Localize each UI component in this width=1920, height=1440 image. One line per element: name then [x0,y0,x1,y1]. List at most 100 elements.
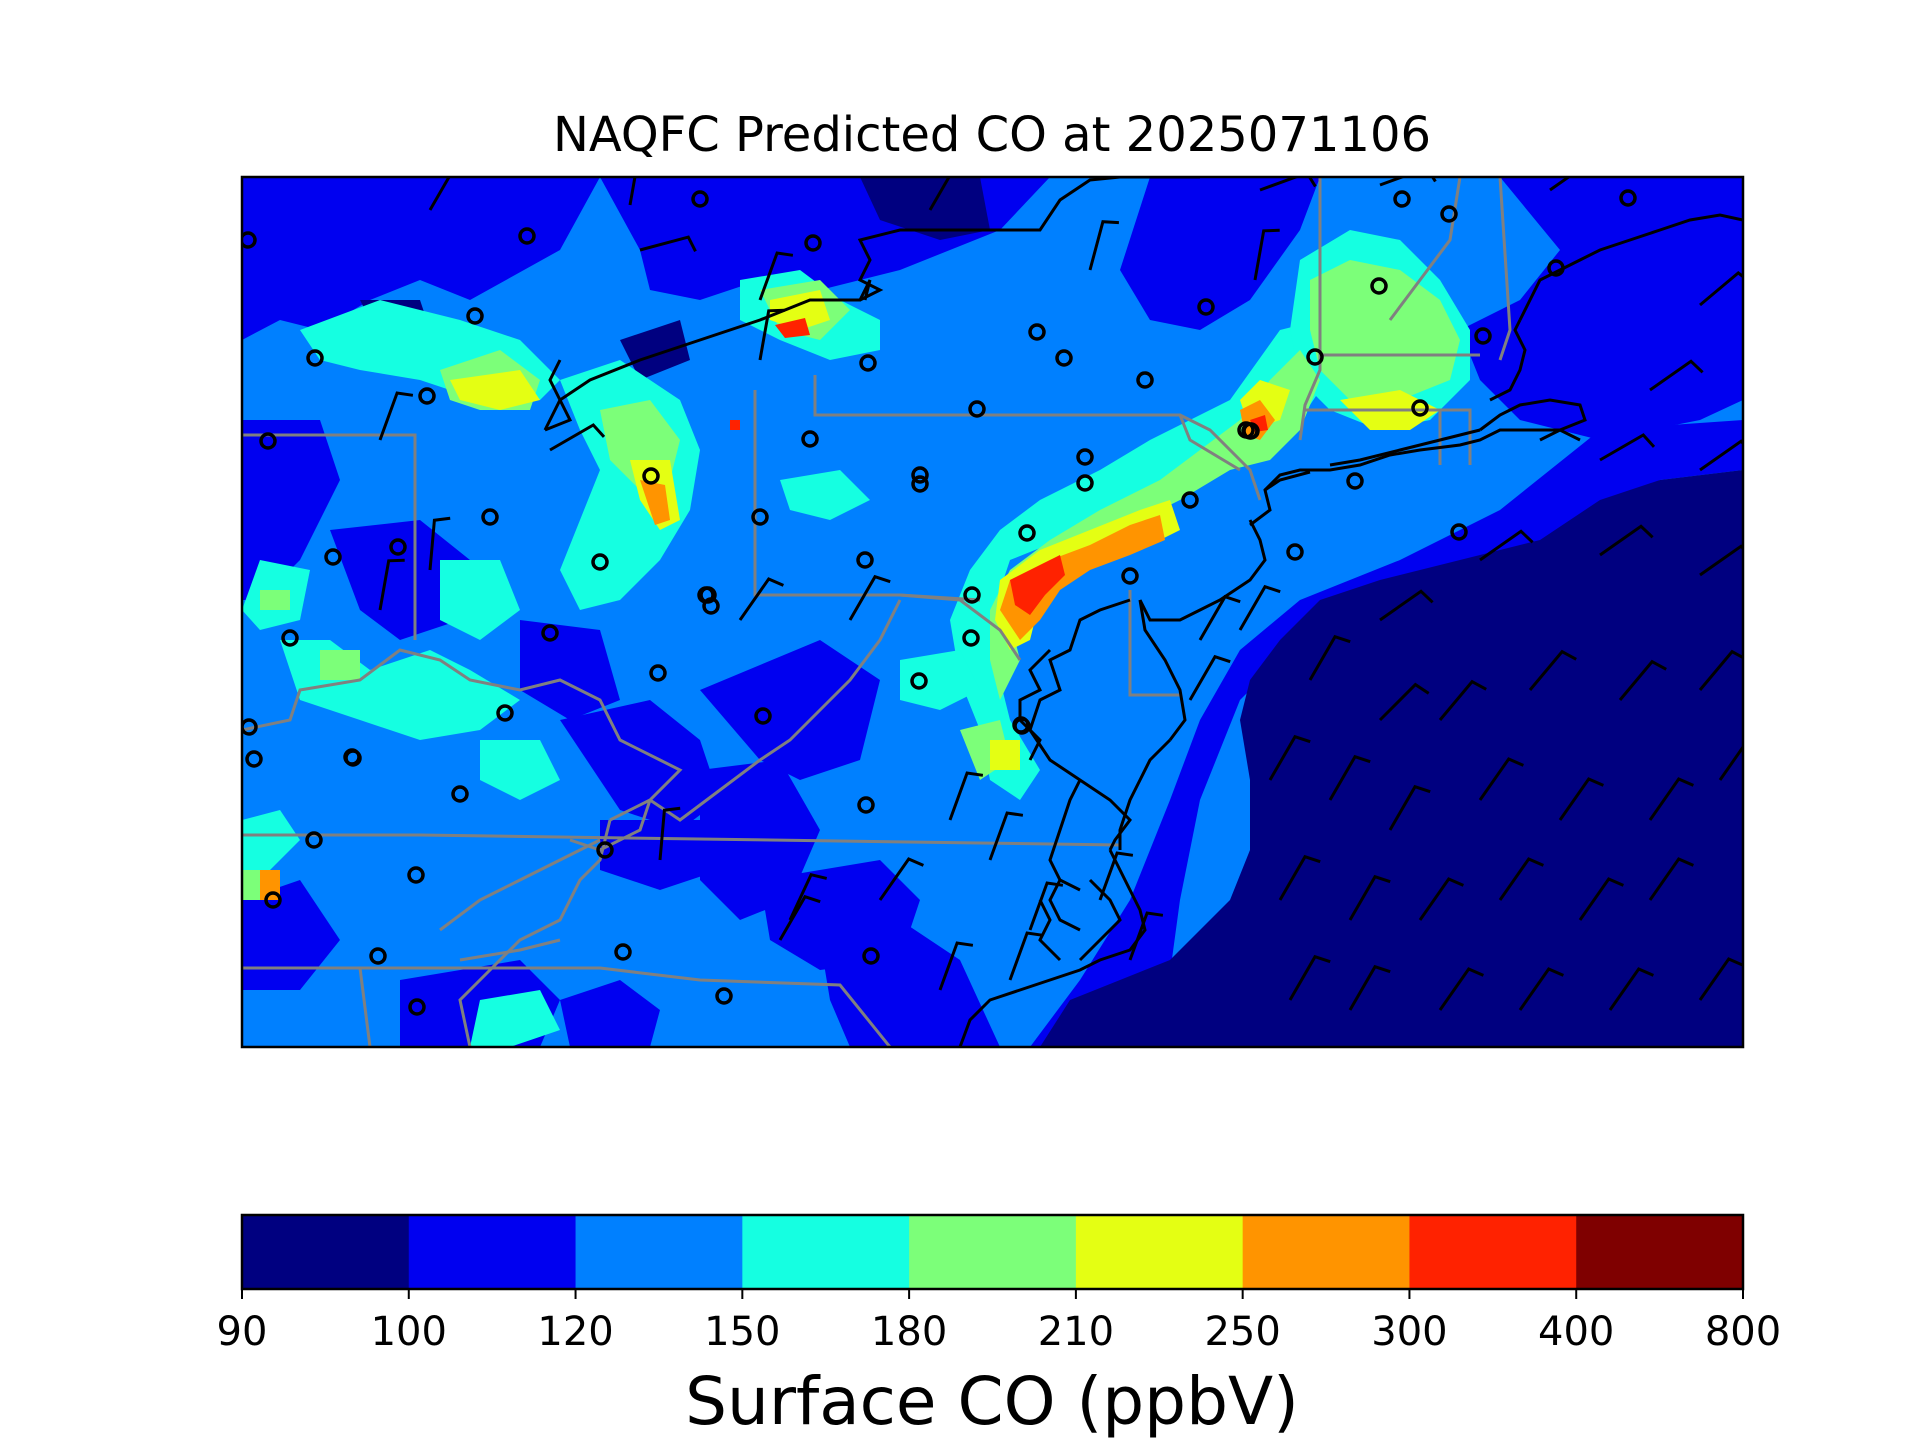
site-marker [962,629,980,647]
site-marker [1393,190,1411,208]
site-marker [1181,491,1199,509]
wind-barb [378,558,405,611]
site-marker [1028,323,1046,341]
site-marker [1547,259,1565,277]
site-marker [408,998,426,1016]
site-marker [1242,422,1260,440]
site-marker [264,891,282,909]
site-marker [344,749,362,767]
wind-barb [1348,964,1391,1011]
site-marker [911,466,929,484]
site-marker [911,475,929,493]
site-marker [1411,399,1429,417]
site-marker [1136,371,1154,389]
colorbar-tick-label: 300 [1371,1309,1447,1355]
site-marker [242,231,257,249]
map-frame [240,175,1745,1049]
wind-barb [1718,744,1743,781]
colorbar-tick-label: 210 [1038,1309,1114,1355]
site-marker [1474,327,1492,345]
site-marker [481,508,499,526]
site-marker [862,947,880,965]
site-marker [968,400,986,418]
wind-barb [938,941,974,991]
colorbar-segment [575,1215,743,1289]
wind-barb [1328,754,1371,801]
site-marker [649,664,667,682]
site-marker [1440,205,1458,223]
wind-barb [1518,967,1564,1011]
site-marker [281,629,299,647]
site-marker [857,796,875,814]
monitoring-sites [242,189,1637,1016]
wind-barb [1008,931,1044,981]
wind-barb [1438,679,1487,721]
site-marker [702,597,720,615]
site-marker [1370,277,1388,295]
wind-barb [428,177,451,211]
inland-low-co-1 [860,177,990,240]
wind-barb [1378,682,1430,722]
wind-barb [1558,777,1604,821]
wind-barb [1578,877,1624,921]
site-marker [804,234,822,252]
colorbar-label: Surface CO (ppbV) [685,1363,1299,1440]
wind-barb [1699,544,1743,577]
wind-barb [1648,857,1694,901]
wind-barb [1478,757,1524,801]
site-marker [1346,472,1364,490]
colorbar-tick-label: 400 [1538,1309,1614,1355]
site-marker [715,987,733,1005]
site-marker [1076,474,1094,492]
wind-barb [778,894,821,941]
coastlines [543,177,1743,1047]
wind-barb [1648,777,1694,821]
colorbar-segment [1242,1215,1410,1289]
site-marker [451,785,469,803]
site-marker [801,430,819,448]
site-marker [1018,524,1036,542]
colorbar-segment [1075,1215,1244,1289]
wind-barb [378,391,414,441]
site-marker [1197,298,1215,316]
site-marker [259,432,277,450]
site-marker [642,467,660,485]
site-marker [754,707,772,725]
wind-barb [1348,874,1391,921]
wind-barb [928,177,951,211]
colorbar-tick-label: 100 [371,1309,447,1355]
colorbar-tick-label: 120 [537,1309,613,1355]
site-marker [242,718,258,736]
wind-barb [1188,654,1231,701]
wind-barb [1259,177,1317,192]
colorbar-segment [909,1215,1077,1289]
wind-barb [1198,594,1241,641]
wind-barb [1268,734,1311,781]
site-marker [691,190,709,208]
wind-barb [738,577,784,621]
wind-barb [1088,220,1119,271]
wind-barb [628,177,637,206]
wind-barb [758,251,794,301]
state-borders [242,177,1512,1047]
wind-barb [1379,589,1434,622]
colorbar: 90 100 120 150 180 210 250 300 400 800 [217,1213,1781,1355]
wind-barb [1253,228,1280,281]
site-marker [1013,717,1031,735]
site-marker [369,947,387,965]
wind-barb [1699,439,1743,472]
colorbar-segment [242,1215,410,1289]
colorbar-tick-label: 250 [1204,1309,1280,1355]
colorbar-segment [408,1215,577,1289]
wind-barb [1618,659,1667,701]
co-level-300-400 [730,318,1268,615]
site-marker [305,831,323,849]
site-marker [751,508,769,526]
colorbar-segment [1576,1215,1744,1289]
colorbar-tick-label: 90 [217,1309,268,1355]
co-level-180-210 [242,260,1460,900]
wind-barb [1479,529,1534,562]
site-marker [1286,543,1304,561]
colorbar-tick-label: 800 [1705,1309,1781,1355]
wind-barb [1379,177,1437,187]
